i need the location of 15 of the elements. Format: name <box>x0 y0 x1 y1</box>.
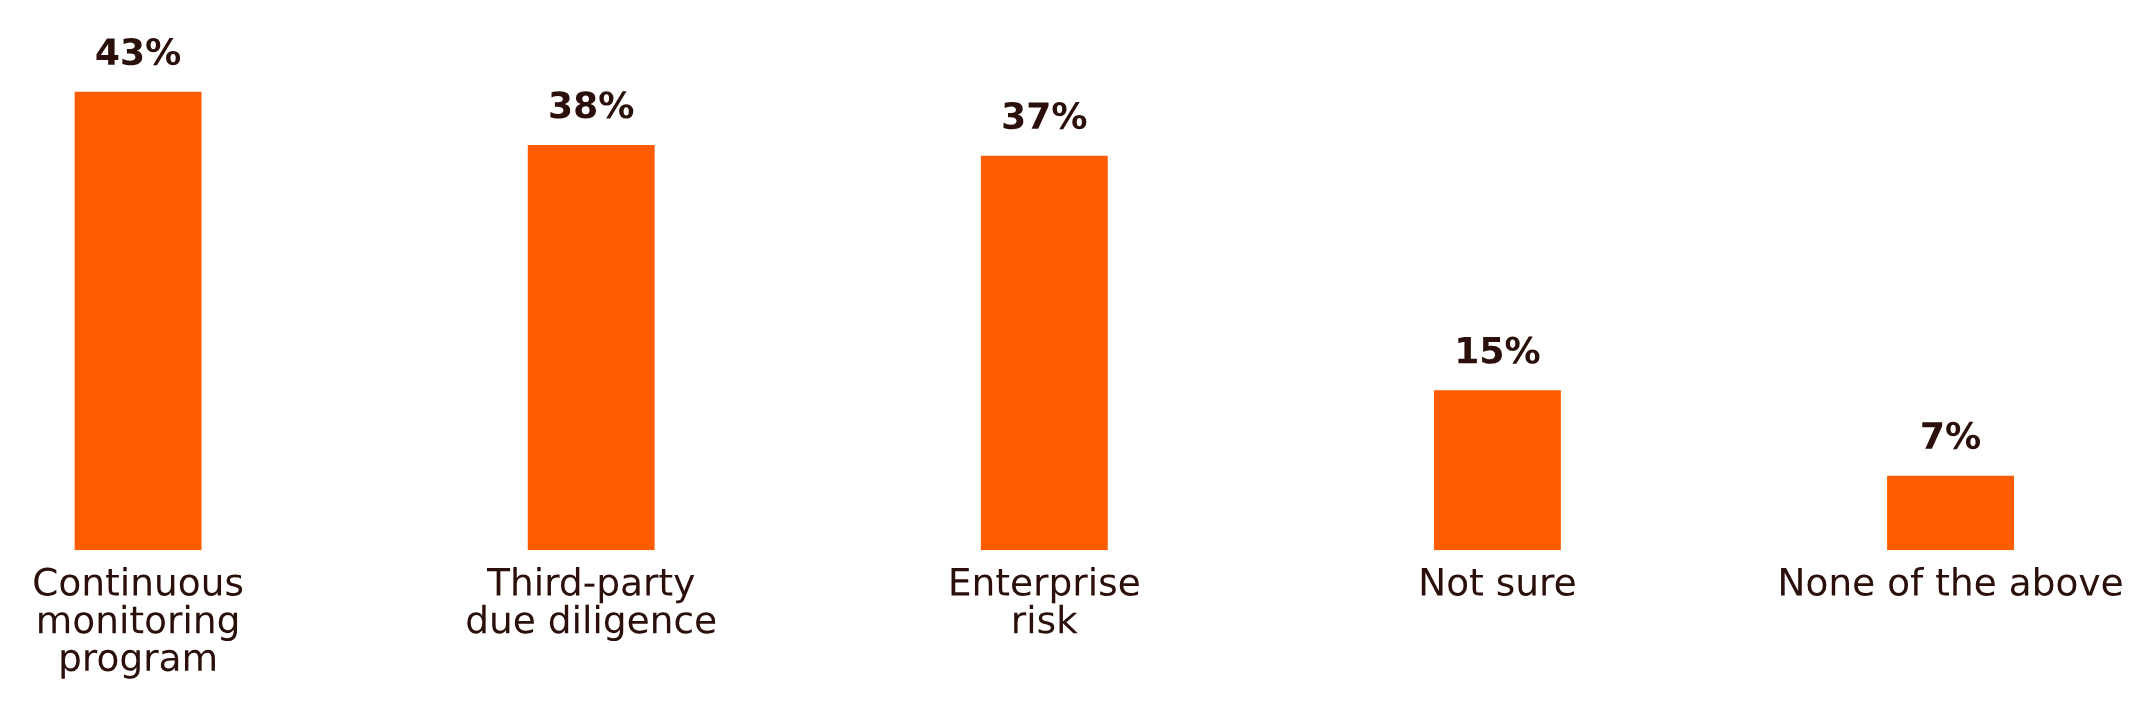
x-tick-label: Enterprise risk <box>951 566 1139 634</box>
data-label: 7% <box>1922 421 1981 450</box>
data-label: 43% <box>96 37 181 66</box>
bar <box>527 145 655 551</box>
bar <box>980 155 1108 551</box>
data-label: 15% <box>1458 336 1540 364</box>
data-label: 38% <box>550 91 634 119</box>
bar <box>1433 390 1561 551</box>
x-tick-label: Continuous monitoring program <box>34 566 243 679</box>
x-tick-label: None of the above <box>1781 566 2122 596</box>
bar <box>74 91 202 551</box>
bar <box>1887 475 2014 551</box>
x-tick-label: Not sure <box>1421 568 1575 596</box>
data-label: 37% <box>1003 101 1087 130</box>
x-tick-label: Third-party due diligence <box>467 566 716 641</box>
